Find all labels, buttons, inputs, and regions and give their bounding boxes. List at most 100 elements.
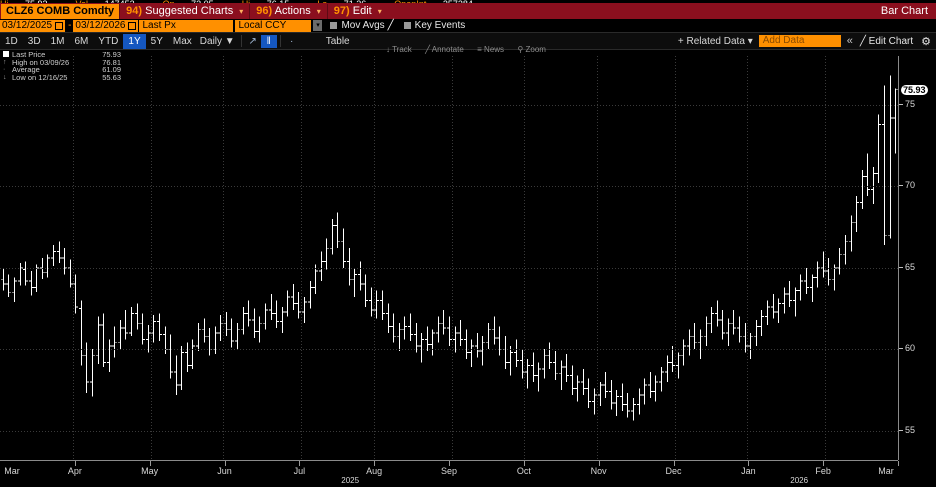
x-axis-year-label: 2025 <box>341 476 360 485</box>
x-axis-label: Apr <box>67 466 82 476</box>
gridline-vertical <box>452 56 453 460</box>
quote-field: Op 72.05 <box>163 0 228 3</box>
security-ticker-field[interactable]: CLZ6 COMB Comdty <box>1 3 120 19</box>
gridline-vertical <box>747 56 748 460</box>
x-axis-tick <box>524 461 525 466</box>
gridline-horizontal <box>0 349 898 351</box>
checkbox-icon[interactable] <box>403 21 411 29</box>
menu-number: 96) <box>256 4 273 17</box>
menu-item-edit[interactable]: 97) Edit ▾ <box>326 3 388 19</box>
legend-value: 55.63 <box>102 72 121 82</box>
end-date-value: 03/12/2026 <box>75 19 126 31</box>
gear-icon[interactable]: ⚙ <box>921 35 931 48</box>
period-max[interactable]: Max <box>172 35 192 47</box>
currency-dropdown-icon[interactable]: ▾ <box>313 20 323 31</box>
gridline-vertical <box>675 56 676 460</box>
period-1m[interactable]: 1M <box>50 35 65 47</box>
x-axis-label: Oct <box>516 466 531 476</box>
period-toolbar: 1D 3D 1M 6M YTD 1Y 5Y Max Daily ▼ ↗ ‖ · … <box>0 32 936 50</box>
menu-label: Actions <box>274 4 311 17</box>
quote-field: Vol 147452 <box>76 0 149 3</box>
toolbar-divider <box>279 35 281 47</box>
collapse-panel-icon[interactable]: « <box>846 35 853 47</box>
chevron-down-icon: ▾ <box>239 6 244 16</box>
frequency-select[interactable]: Daily ▼ <box>197 36 238 47</box>
line-chart-icon[interactable]: ↗ <box>248 35 257 47</box>
chart-legend: Last Price 75.93 ↑ High on 03/09/26 76.81 · Av… <box>3 50 121 82</box>
gridline-vertical <box>151 56 152 460</box>
mov-avgs-label: Mov Avgs <box>341 20 385 31</box>
start-date-field[interactable]: 03/12/2025 <box>0 19 66 32</box>
gridline-vertical <box>73 56 74 460</box>
x-axis-tick <box>150 461 151 466</box>
tool-news[interactable]: ≡ News <box>477 44 505 54</box>
y-axis-tick: 70 <box>899 180 915 190</box>
menu-label: Edit <box>352 4 372 17</box>
chevron-down-icon: ▾ <box>316 6 321 16</box>
period-1d[interactable]: 1D <box>5 35 18 47</box>
chart-plot-area[interactable] <box>0 56 898 460</box>
x-axis-label: Jun <box>217 466 232 476</box>
x-axis-tick <box>374 461 375 466</box>
tool-track[interactable]: ↓ Track <box>386 44 412 54</box>
pencil-icon[interactable]: ╱ <box>387 20 394 31</box>
calendar-icon[interactable] <box>128 21 137 30</box>
period-3d[interactable]: 3D <box>27 35 41 47</box>
period-5y[interactable]: 5Y <box>150 35 163 47</box>
x-axis-label: Nov <box>590 466 607 476</box>
calendar-icon[interactable] <box>55 21 64 30</box>
legend-value: 76.81 <box>102 57 121 67</box>
x-axis-label: Sep <box>440 466 458 476</box>
key-events-toggle[interactable]: Key Events <box>403 20 465 31</box>
x-axis-tick <box>898 461 899 466</box>
period-ytd[interactable]: YTD <box>98 35 119 47</box>
x-axis-label: May <box>141 466 159 476</box>
chevron-down-icon: ▾ <box>747 35 753 47</box>
y-axis-tick: 65 <box>899 262 915 272</box>
add-data-input[interactable]: Add Data <box>758 35 841 47</box>
tool-annotate[interactable]: ╱ Annotate <box>425 44 464 54</box>
x-axis-label: Mar <box>878 466 894 476</box>
pencil-icon: ╱ <box>859 35 866 47</box>
gridline-vertical <box>223 56 224 460</box>
edit-chart-button[interactable]: ╱ Edit Chart <box>860 36 913 47</box>
bar-chart-icon[interactable]: ‖ <box>260 34 277 48</box>
quote-field: Hi 75.93 <box>0 0 62 3</box>
chart-tool-strip: ↓ Track ╱ Annotate ≡ News ⚲ Zoom <box>386 44 546 54</box>
related-data-button[interactable]: + Related Data ▾ <box>678 36 753 47</box>
x-axis: Mar Apr May Jun Jul Aug 2025 Sep Oct Nov Dec Jan Feb… <box>0 460 899 487</box>
related-data-label: + Related Data <box>677 35 745 47</box>
legend-label: High on 03/09/26 <box>12 57 70 67</box>
x-axis-label: Aug <box>366 466 383 476</box>
legend-row: · Average 61.09 <box>3 66 121 74</box>
currency-select[interactable]: Local CCY <box>235 19 312 32</box>
x-axis-tick <box>599 461 600 466</box>
x-axis-tick <box>299 461 300 466</box>
legend-label: Average <box>12 65 40 75</box>
x-axis-label: Feb <box>815 466 831 476</box>
checkbox-icon[interactable] <box>330 21 338 29</box>
gridline-vertical <box>374 56 375 460</box>
menu-number: 94) <box>126 4 143 17</box>
quote-field: OpenInt 257284 <box>394 0 487 3</box>
price-field-select[interactable]: Last Px <box>139 19 234 32</box>
mov-avgs-toggle[interactable]: Mov Avgs ╱ <box>330 20 394 31</box>
period-6m[interactable]: 6M <box>74 35 89 47</box>
x-axis-year-label: 2026 <box>790 476 809 485</box>
chart-type-label: Bar Chart <box>880 5 928 17</box>
x-axis-tick <box>449 461 450 466</box>
end-date-field[interactable]: 03/12/2026 <box>73 19 139 32</box>
more-chart-types-icon[interactable]: · <box>290 35 294 47</box>
x-axis-label: Dec <box>665 466 682 476</box>
ohlc-bars <box>1 75 898 421</box>
gridline-vertical <box>524 56 525 460</box>
table-button[interactable]: Table <box>325 35 350 47</box>
chevron-down-icon: ▼ <box>224 35 235 47</box>
legend-value: 61.09 <box>102 65 121 75</box>
menu-item-suggested-charts[interactable]: 94) Suggested Charts ▾ <box>119 3 249 19</box>
menu-item-actions[interactable]: 96) Actions ▾ <box>249 3 327 19</box>
tool-zoom[interactable]: ⚲ Zoom <box>517 44 546 54</box>
gridline-horizontal <box>0 430 898 432</box>
period-1y[interactable]: 1Y <box>123 33 146 49</box>
